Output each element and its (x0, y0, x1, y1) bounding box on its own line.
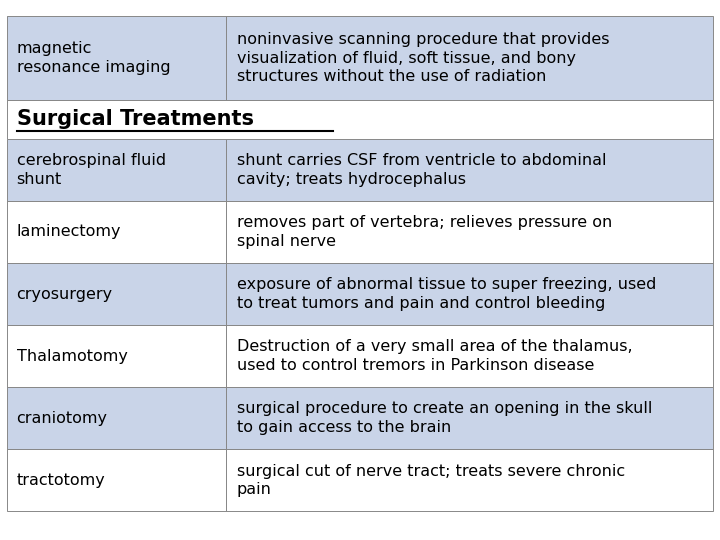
Text: Surgical Treatments: Surgical Treatments (17, 109, 253, 130)
Bar (226, 201, 713, 263)
Bar (7, 263, 226, 325)
Text: Destruction of a very small area of the thalamus,
used to control tremors in Par: Destruction of a very small area of the … (237, 339, 632, 373)
Bar (226, 449, 713, 511)
Bar (7, 201, 226, 263)
Bar (226, 325, 713, 387)
Bar (226, 387, 713, 449)
Bar (7, 325, 226, 387)
Bar (7, 449, 226, 511)
Text: tractotomy: tractotomy (17, 473, 105, 488)
Text: exposure of abnormal tissue to super freezing, used
to treat tumors and pain and: exposure of abnormal tissue to super fre… (237, 277, 656, 311)
Bar (226, 387, 713, 449)
Text: magnetic
resonance imaging: magnetic resonance imaging (17, 41, 170, 75)
Bar (7, 16, 226, 100)
Bar (7, 100, 713, 139)
Text: surgical procedure to create an opening in the skull
to gain access to the brain: surgical procedure to create an opening … (237, 401, 652, 435)
Bar (7, 139, 226, 201)
Bar (7, 325, 226, 387)
Text: cerebrospinal fluid
shunt: cerebrospinal fluid shunt (17, 153, 166, 187)
Bar (226, 263, 713, 325)
Bar (7, 387, 226, 449)
Bar (226, 16, 713, 100)
Text: removes part of vertebra; relieves pressure on
spinal nerve: removes part of vertebra; relieves press… (237, 215, 612, 249)
Bar (226, 139, 713, 201)
Bar (7, 201, 226, 263)
Bar (7, 387, 226, 449)
Text: surgical cut of nerve tract; treats severe chronic
pain: surgical cut of nerve tract; treats seve… (237, 463, 625, 497)
Bar (226, 201, 713, 263)
Bar (226, 325, 713, 387)
Bar (226, 263, 713, 325)
Bar (7, 16, 226, 100)
Bar (226, 449, 713, 511)
Bar (226, 139, 713, 201)
Bar (7, 139, 226, 201)
Bar (7, 263, 226, 325)
Bar (226, 16, 713, 100)
Text: noninvasive scanning procedure that provides
visualization of fluid, soft tissue: noninvasive scanning procedure that prov… (237, 32, 609, 84)
Bar (7, 449, 226, 511)
Text: shunt carries CSF from ventricle to abdominal
cavity; treats hydrocephalus: shunt carries CSF from ventricle to abdo… (237, 153, 606, 187)
Text: cryosurgery: cryosurgery (17, 287, 113, 301)
Text: craniotomy: craniotomy (17, 411, 107, 426)
Text: Thalamotomy: Thalamotomy (17, 349, 127, 363)
Text: laminectomy: laminectomy (17, 225, 121, 239)
